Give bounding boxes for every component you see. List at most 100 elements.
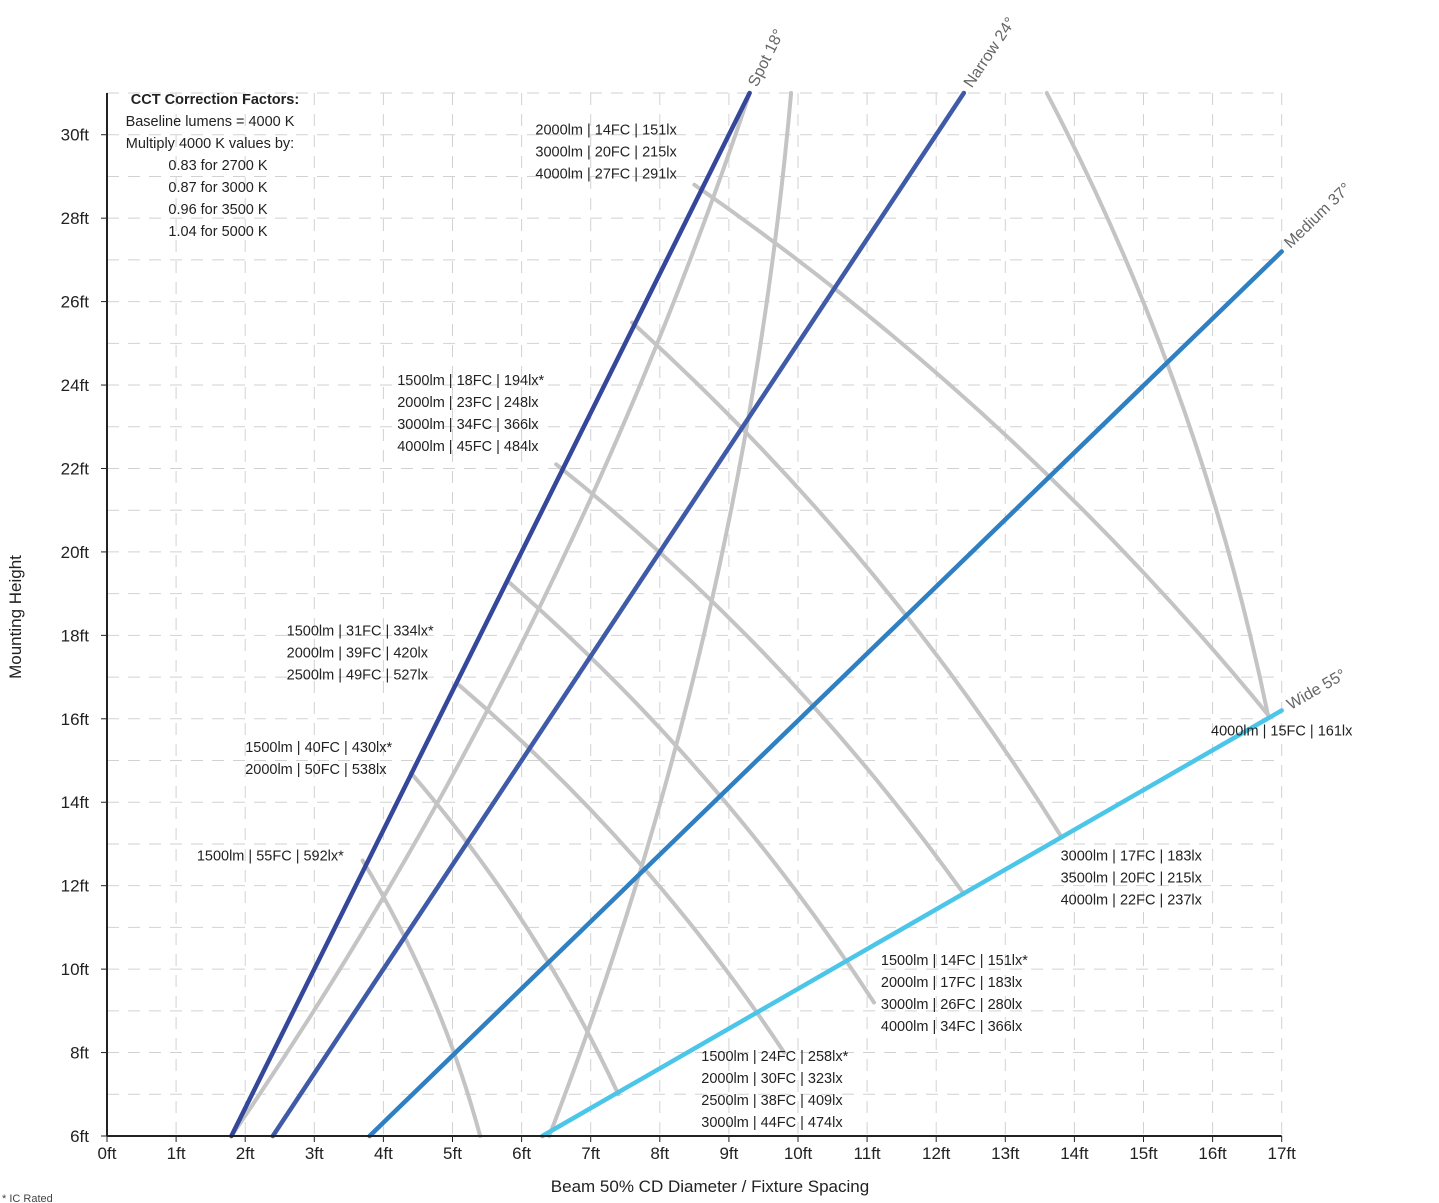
annotation-line: 1500lm | 18FC | 194lx* (397, 373, 544, 389)
cct-correction-box: CCT Correction Factors: Baseline lumens =… (126, 92, 300, 240)
cct-line: 0.96 for 3500 K (168, 202, 267, 218)
annotation-line: 2000lm | 23FC | 248lx (397, 395, 539, 411)
x-tick-label: 5ft (443, 1144, 462, 1163)
y-tick-label: 16ft (61, 710, 90, 729)
lumen-annotations: 2000lm | 14FC | 151lx 3000lm | 20FC | 215… (197, 123, 1353, 1131)
iso-curve (505, 579, 877, 1005)
annotation-line: 3000lm | 20FC | 215lx (535, 145, 677, 161)
annotation-line: 3500lm | 20FC | 215lx (1061, 871, 1203, 887)
y-tick-label: 10ft (61, 960, 90, 979)
beam-angle-label: Narrow 24° (961, 15, 1019, 91)
cct-title: CCT Correction Factors: (131, 92, 299, 108)
iso-curve (547, 91, 794, 1138)
annotation-line: 3000lm | 34FC | 366lx (397, 417, 539, 433)
x-tick-label: 1ft (167, 1144, 186, 1163)
x-tick-label: 16ft (1198, 1144, 1227, 1163)
iso-curve (630, 320, 1063, 838)
footnote: * IC Rated (2, 1193, 53, 1203)
annotation-line: 1500lm | 40FC | 430lx* (245, 740, 392, 756)
beam-line (229, 90, 752, 1139)
annotation-line: 2000lm | 50FC | 538lx (245, 762, 387, 778)
annotation-line: 2500lm | 38FC | 409lx (701, 1093, 843, 1109)
x-tick-label: 0ft (98, 1144, 117, 1163)
y-tick-label: 30ft (61, 126, 90, 145)
cct-line: 0.83 for 2700 K (168, 158, 267, 174)
iso-curve (409, 771, 621, 1097)
annotation-line: 4000lm | 22FC | 237lx (1061, 893, 1203, 909)
annotation-line: 2000lm | 17FC | 183lx (881, 975, 1023, 991)
x-axis-title: Beam 50% CD Diameter / Fixture Spacing (551, 1177, 869, 1196)
x-tick-label: 7ft (581, 1144, 600, 1163)
grid (107, 92, 1283, 1136)
annotation-line: 3000lm | 26FC | 280lx (881, 997, 1023, 1013)
iso-curve (692, 182, 1270, 717)
y-tick-label: 8ft (70, 1044, 89, 1063)
axes (101, 93, 1283, 1142)
x-tick-label: 17ft (1268, 1144, 1297, 1163)
annotation-line: 1500lm | 31FC | 334lx* (287, 623, 434, 639)
y-tick-label: 18ft (61, 626, 90, 645)
beam-line (270, 90, 967, 1139)
lumen-annotation: 1500lm | 55FC | 592lx* (197, 849, 344, 865)
beam-line (540, 708, 1284, 1139)
annotation-line: 4000lm | 34FC | 366lx (881, 1019, 1023, 1035)
cct-line: Multiply 4000 K values by: (126, 136, 294, 152)
annotation-line: 4000lm | 15FC | 161lx (1211, 723, 1353, 739)
annotation-line: 2000lm | 14FC | 151lx (535, 123, 677, 139)
lumen-annotation: 3000lm | 17FC | 183lx 3500lm | 20FC | 215… (1061, 849, 1203, 909)
cct-line: 1.04 for 5000 K (168, 224, 267, 240)
y-tick-label: 6ft (70, 1127, 89, 1146)
beam-angle-label: Wide 55° (1284, 666, 1349, 713)
x-tick-label: 13ft (991, 1144, 1020, 1163)
lumen-annotation: 1500lm | 24FC | 258lx* 2000lm | 30FC | 32… (701, 1049, 848, 1131)
iso-curve (554, 462, 966, 897)
lumen-annotation: 1500lm | 14FC | 151lx* 2000lm | 17FC | 18… (881, 953, 1028, 1035)
y-tick-label: 22ft (61, 459, 90, 478)
annotation-line: 3000lm | 17FC | 183lx (1061, 849, 1203, 865)
x-tick-label: 11ft (854, 1144, 881, 1163)
iso-curve (457, 683, 787, 1055)
y-tick-labels: 6ft 8ft 10ft 12ft 14ft 16ft 18ft 20ft 22ft 24ft 26… (61, 126, 90, 1146)
x-tick-label: 15ft (1129, 1144, 1158, 1163)
iso-curve (360, 858, 483, 1138)
x-tick-label: 2ft (236, 1144, 255, 1163)
x-tick-label: 3ft (305, 1144, 324, 1163)
annotation-line: 1500lm | 24FC | 258lx* (701, 1049, 848, 1065)
y-tick-label: 24ft (61, 376, 90, 395)
iso-curve (229, 91, 752, 1138)
beam-angle-labels: Spot 18° Narrow 24° Medium 37° Wide 55° (745, 15, 1354, 714)
y-tick-label: 20ft (61, 543, 90, 562)
annotation-line: 3000lm | 44FC | 474lx (701, 1115, 843, 1131)
beam-lines (229, 90, 1284, 1139)
iso-curve (1044, 91, 1270, 717)
x-tick-label: 12ft (922, 1144, 951, 1163)
beam-angle-label: Spot 18° (745, 27, 788, 90)
annotation-line: 2000lm | 39FC | 420lx (287, 645, 429, 661)
annotation-line: 4000lm | 27FC | 291lx (535, 167, 677, 183)
lumen-annotation: 4000lm | 15FC | 161lx (1211, 723, 1353, 739)
x-tick-label: 10ft (784, 1144, 813, 1163)
y-axis-title: Mounting Height (6, 555, 25, 679)
lumen-annotation: 1500lm | 18FC | 194lx* 2000lm | 23FC | 24… (397, 373, 544, 455)
lumen-annotation: 1500lm | 31FC | 334lx* 2000lm | 39FC | 42… (287, 623, 434, 683)
annotation-line: 4000lm | 45FC | 484lx (397, 439, 539, 455)
cct-line: Baseline lumens = 4000 K (126, 114, 295, 130)
beam-angle-label: Medium 37° (1281, 180, 1354, 252)
lumen-annotation: 2000lm | 14FC | 151lx 3000lm | 20FC | 215… (535, 123, 677, 183)
y-tick-label: 28ft (61, 209, 90, 228)
y-tick-label: 12ft (61, 877, 90, 896)
lumen-annotation: 1500lm | 40FC | 430lx* 2000lm | 50FC | 53… (245, 740, 392, 778)
beam-line (367, 249, 1284, 1139)
x-tick-label: 4ft (374, 1144, 393, 1163)
x-tick-label: 14ft (1060, 1144, 1089, 1163)
x-tick-label: 6ft (512, 1144, 531, 1163)
annotation-line: 1500lm | 14FC | 151lx* (881, 953, 1028, 969)
y-tick-label: 14ft (61, 793, 90, 812)
x-tick-label: 9ft (719, 1144, 738, 1163)
iso-illuminance-curves (229, 91, 1270, 1138)
annotation-line: 2500lm | 49FC | 527lx (287, 667, 429, 683)
x-tick-labels: 0ft 1ft 2ft 3ft 4ft 5ft 6ft 7ft 8ft 9ft 10ft 11ft 12… (98, 1144, 1297, 1163)
y-tick-label: 26ft (61, 293, 90, 312)
cct-line: 0.87 for 3000 K (168, 180, 267, 196)
